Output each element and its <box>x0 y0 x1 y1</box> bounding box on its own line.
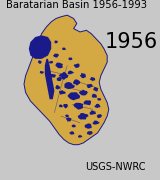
Polygon shape <box>50 74 56 78</box>
Polygon shape <box>65 114 69 118</box>
Polygon shape <box>94 104 100 108</box>
Polygon shape <box>67 92 80 100</box>
Polygon shape <box>80 73 86 78</box>
Polygon shape <box>84 123 92 129</box>
Polygon shape <box>55 63 63 68</box>
Polygon shape <box>93 87 98 91</box>
Polygon shape <box>79 90 88 96</box>
Text: 1956: 1956 <box>105 32 158 52</box>
Polygon shape <box>66 117 72 122</box>
Polygon shape <box>38 60 42 64</box>
Polygon shape <box>96 114 102 118</box>
Polygon shape <box>63 104 68 109</box>
Polygon shape <box>84 100 91 105</box>
Text: Baratarian Basin 1956-1993: Baratarian Basin 1956-1993 <box>6 0 147 10</box>
Polygon shape <box>55 85 60 90</box>
Polygon shape <box>64 82 75 89</box>
Polygon shape <box>54 40 58 43</box>
Polygon shape <box>57 77 62 81</box>
Polygon shape <box>72 125 76 127</box>
Polygon shape <box>87 131 93 135</box>
Polygon shape <box>53 53 59 58</box>
Polygon shape <box>74 63 80 68</box>
Polygon shape <box>40 71 44 74</box>
Polygon shape <box>92 94 97 98</box>
Polygon shape <box>90 77 95 81</box>
Polygon shape <box>90 110 96 115</box>
Polygon shape <box>59 72 68 80</box>
Polygon shape <box>69 131 75 135</box>
Polygon shape <box>78 135 82 138</box>
Text: USGS-NWRC: USGS-NWRC <box>85 161 145 172</box>
Polygon shape <box>24 15 109 145</box>
Polygon shape <box>73 79 80 86</box>
Polygon shape <box>62 48 66 50</box>
Polygon shape <box>68 70 74 74</box>
Polygon shape <box>49 61 53 64</box>
Polygon shape <box>68 57 72 60</box>
Polygon shape <box>87 84 93 88</box>
Polygon shape <box>92 121 100 125</box>
Polygon shape <box>73 103 83 110</box>
Polygon shape <box>29 35 51 59</box>
Polygon shape <box>59 90 66 95</box>
Polygon shape <box>59 104 63 107</box>
Polygon shape <box>78 113 89 120</box>
Polygon shape <box>45 59 54 99</box>
Polygon shape <box>97 98 101 101</box>
